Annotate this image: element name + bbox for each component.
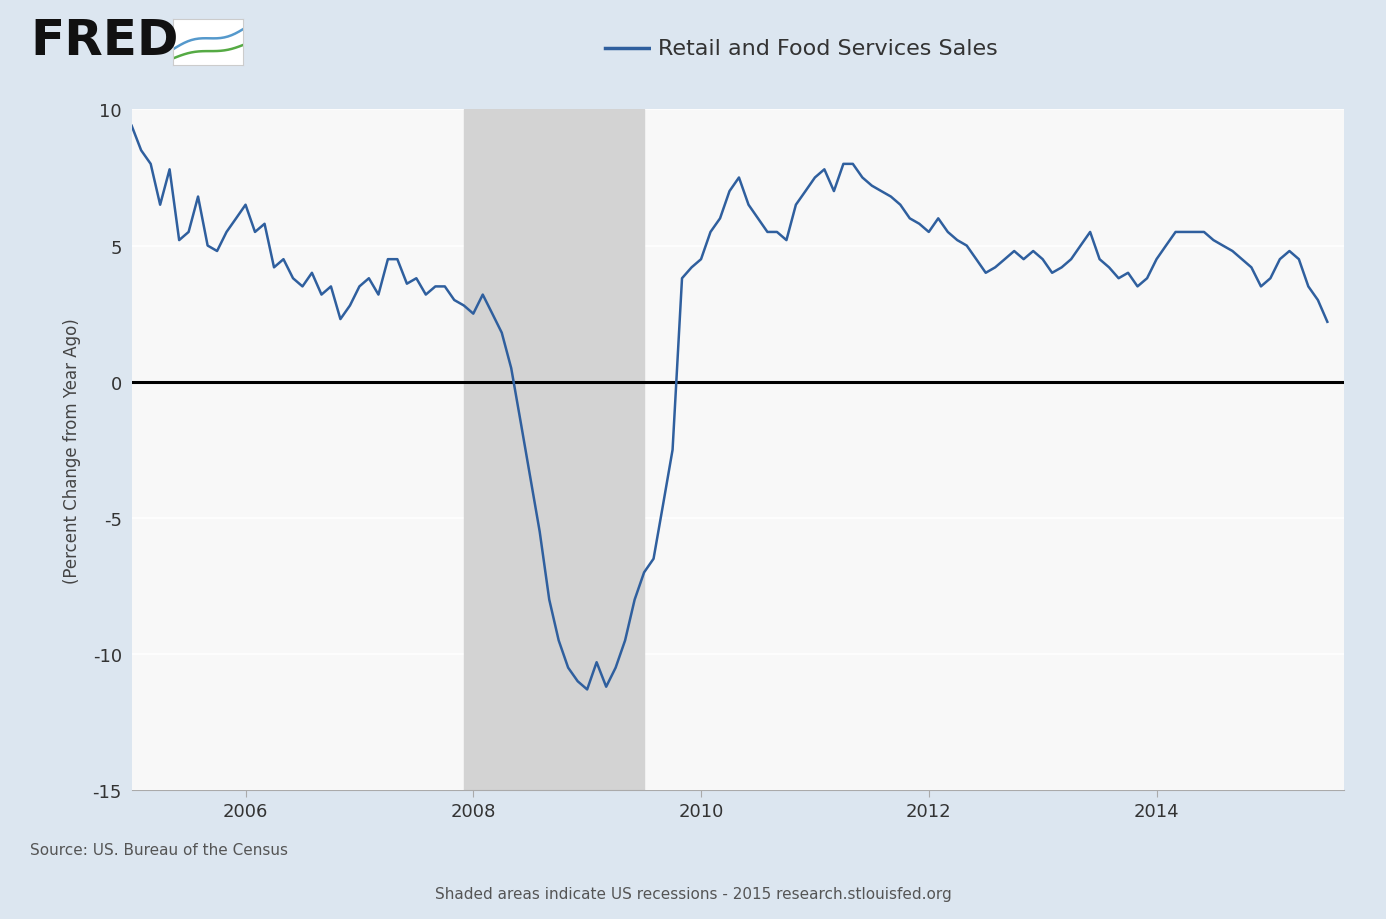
Bar [464,110,644,790]
Text: Shaded areas indicate US recessions - 2015 research.stlouisfed.org: Shaded areas indicate US recessions - 20… [435,886,951,901]
Y-axis label: (Percent Change from Year Ago): (Percent Change from Year Ago) [64,318,82,583]
Text: Retail and Food Services Sales: Retail and Food Services Sales [658,39,998,59]
Text: FRED: FRED [30,17,179,65]
Text: Source: US. Bureau of the Census: Source: US. Bureau of the Census [30,843,288,857]
